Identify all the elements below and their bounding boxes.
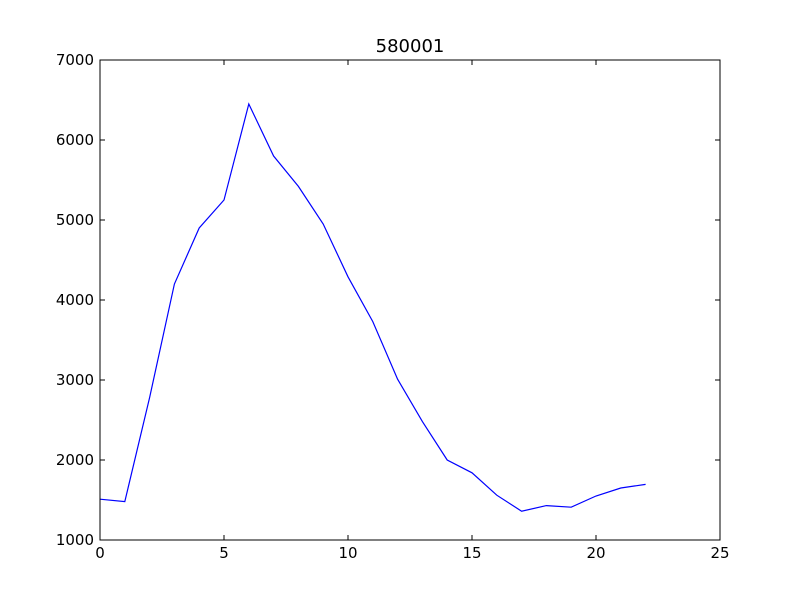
y-tick-label: 7000 [56,51,94,69]
y-tick-label: 3000 [56,371,94,389]
x-tick-label: 5 [219,544,229,562]
y-tick-label: 5000 [56,211,94,229]
x-tick-label: 0 [95,544,105,562]
plot-area: 0 5 10 15 20 25 1000 2000 3000 4000 5000 6000 7000 [56,51,730,562]
x-tick-label: 25 [710,544,729,562]
x-tick-label: 15 [462,544,481,562]
y-tick-label: 4000 [56,291,94,309]
y-tick-label: 6000 [56,131,94,149]
y-tick-label: 2000 [56,451,94,469]
chart-title: 580001 [376,36,445,57]
y-tick-label: 1000 [56,531,94,549]
x-tick-label: 20 [586,544,605,562]
series-line-0 [99,102,646,512]
x-tick-label: 10 [338,544,357,562]
